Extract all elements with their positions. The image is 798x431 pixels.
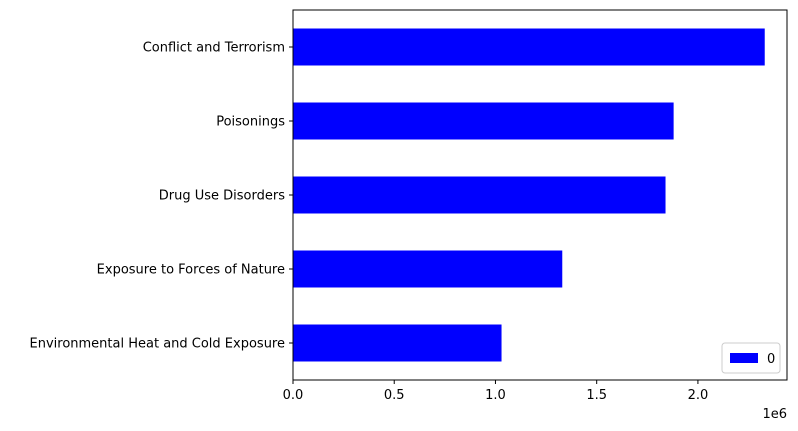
y-tick-label: Drug Use Disorders bbox=[159, 189, 285, 204]
x-tick-label: 1.0 bbox=[485, 388, 506, 403]
legend-swatch bbox=[730, 353, 758, 363]
bar bbox=[293, 176, 666, 214]
plot-frame bbox=[292, 9, 788, 381]
bars-group bbox=[293, 28, 765, 362]
y-tick-label: Environmental Heat and Cold Exposure bbox=[30, 337, 286, 352]
x-axis-offset-label: 1e6 bbox=[762, 407, 787, 422]
bar bbox=[293, 250, 563, 288]
bar bbox=[293, 324, 502, 362]
x-tick-label: 0.0 bbox=[283, 388, 304, 403]
x-tick-label: 1.5 bbox=[586, 388, 607, 403]
bar bbox=[293, 28, 765, 66]
y-tick-label: Exposure to Forces of Nature bbox=[97, 263, 285, 278]
legend-label: 0 bbox=[767, 352, 775, 367]
legend: 0 bbox=[721, 342, 781, 374]
bar bbox=[293, 102, 674, 140]
y-tick-label: Conflict and Terrorism bbox=[143, 41, 285, 56]
x-axis: 0.0 0.5 1.0 1.5 2.0 bbox=[283, 380, 709, 403]
y-tick-label: Poisonings bbox=[216, 115, 285, 130]
x-tick-label: 2.0 bbox=[688, 388, 709, 403]
y-axis: Environmental Heat and Cold Exposure Expo… bbox=[30, 41, 293, 352]
x-tick-label: 0.5 bbox=[384, 388, 405, 403]
